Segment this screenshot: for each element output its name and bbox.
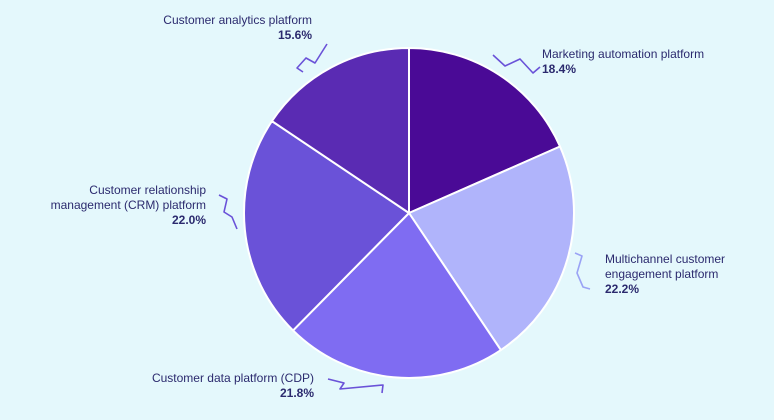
pie-slice bbox=[243, 120, 410, 332]
leader-line bbox=[327, 378, 384, 394]
slice-label-name: Multichannel customer bbox=[605, 252, 725, 266]
pie-slices bbox=[243, 47, 575, 379]
slice-label-name: engagement platform bbox=[605, 267, 718, 281]
leader-lines bbox=[218, 43, 591, 394]
slice-value-label: 22.2% bbox=[605, 282, 639, 296]
leader-line bbox=[492, 54, 541, 74]
pie-slice bbox=[408, 47, 562, 214]
slice-label-name: Customer analytics platform bbox=[163, 13, 312, 27]
pie-slice bbox=[270, 47, 410, 214]
slice-label-name: Marketing automation platform bbox=[542, 47, 704, 61]
slice-label-name: Customer relationship bbox=[89, 183, 206, 197]
slice-label-name: Customer data platform (CDP) bbox=[152, 371, 314, 385]
slice-value-label: 15.6% bbox=[278, 28, 312, 42]
slice-label-name: management (CRM) platform bbox=[51, 198, 206, 212]
pie-slice bbox=[292, 212, 502, 379]
slice-value-label: 18.4% bbox=[542, 62, 576, 76]
pie-slice bbox=[408, 145, 575, 352]
slice-value-label: 22.0% bbox=[172, 213, 206, 227]
leader-line bbox=[574, 252, 591, 290]
leader-line bbox=[218, 194, 238, 230]
leader-line bbox=[296, 43, 328, 73]
slice-value-label: 21.8% bbox=[280, 386, 314, 400]
